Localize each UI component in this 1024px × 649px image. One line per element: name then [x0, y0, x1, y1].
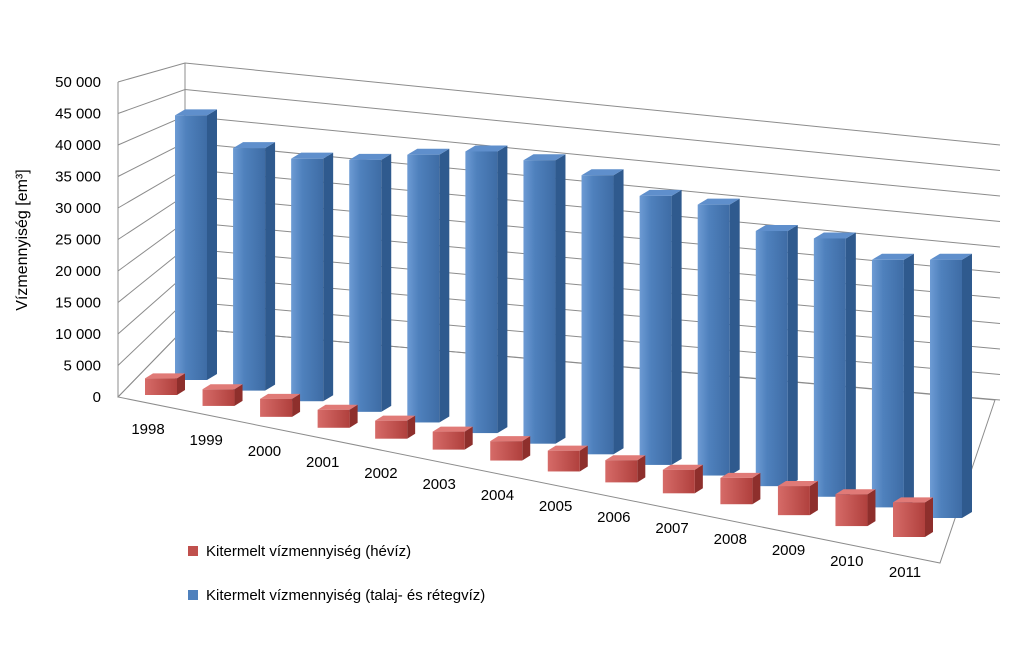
x-tick-label: 2002 [364, 465, 397, 482]
y-tick-label: 0 [93, 389, 101, 406]
x-tick-label: 2007 [655, 520, 688, 537]
bar-Kitermelt-vízmennyiség-(hévíz)-2011 [893, 497, 933, 537]
bar-Kitermelt-vízmennyiség-(talaj--és-rétegvíz)-2001 [349, 153, 392, 412]
x-tick-label: 2000 [248, 443, 281, 460]
y-tick-label: 20 000 [55, 263, 101, 280]
y-tick-label: 25 000 [55, 232, 101, 249]
bar-Kitermelt-vízmennyiség-(hévíz)-1998 [145, 373, 185, 395]
y-axis-title: Vízmennyiség [em³] [14, 169, 31, 310]
x-tick-label: 2001 [306, 454, 339, 471]
bar-Kitermelt-vízmennyiség-(hévíz)-2000 [260, 393, 301, 417]
legend-label-hevíz: Kitermelt vízmennyiség (hévíz) [206, 542, 412, 560]
x-tick-label: 2005 [539, 498, 572, 515]
bar-Kitermelt-vízmennyiség-(talaj--és-rétegvíz)-2008 [755, 225, 798, 487]
bar-Kitermelt-vízmennyiség-(talaj--és-rétegvíz)-2000 [291, 152, 334, 402]
x-axis: 1998 1999 2000 2001 2002 2003 2004 2005 2006 2007… [131, 421, 921, 581]
y-tick-label: 10 000 [55, 326, 101, 343]
y-tick-label: 15 000 [55, 295, 101, 312]
bar-Kitermelt-vízmennyiség-(talaj--és-rétegvíz)-2002 [407, 148, 450, 423]
legend-item-hevíz: Kitermelt vízmennyiség (hévíz) [188, 540, 485, 562]
bar-Kitermelt-vízmennyiség-(hévíz)-2001 [317, 404, 358, 428]
bar-Kitermelt-vízmennyiség-(talaj--és-rétegvíz)-2005 [581, 169, 624, 455]
bar-Kitermelt-vízmennyiség-(hévíz)-2003 [432, 426, 473, 450]
x-tick-label: 2010 [830, 553, 863, 570]
y-axis: 0 5 000 10 000 15 000 20 000 25 000 30 000 35 0… [55, 74, 101, 406]
x-tick-label: 1999 [190, 432, 223, 449]
y-tick-label: 45 000 [55, 106, 101, 123]
bar-Kitermelt-vízmennyiség-(hévíz)-2008 [720, 472, 761, 505]
bar-Kitermelt-vízmennyiség-(hévíz)-2004 [490, 436, 531, 461]
bar-Kitermelt-vízmennyiség-(talaj--és-rétegvíz)-1999 [233, 142, 276, 391]
bar-Kitermelt-vízmennyiség-(talaj--és-rétegvíz)-2011 [930, 253, 972, 518]
bar-Kitermelt-vízmennyiség-(talaj--és-rétegvíz)-2003 [465, 145, 508, 434]
bar-Kitermelt-vízmennyiség-(hévíz)-2006 [605, 455, 646, 483]
bar-Kitermelt-vízmennyiség-(hévíz)-2010 [835, 489, 876, 527]
bar-Kitermelt-vízmennyiség-(talaj--és-rétegvíz)-2004 [523, 154, 566, 444]
legend: Kitermelt vízmennyiség (hévíz) Kitermelt… [188, 540, 485, 628]
x-tick-label: 1998 [131, 421, 164, 438]
bars [145, 109, 972, 537]
legend-swatch-blue [188, 590, 198, 600]
y-tick-label: 35 000 [55, 169, 101, 186]
bar-Kitermelt-vízmennyiség-(hévíz)-1999 [202, 384, 243, 406]
bar-Kitermelt-vízmennyiség-(talaj--és-rétegvíz)-2006 [639, 189, 682, 465]
bar-Kitermelt-vízmennyiség-(hévíz)-2005 [547, 445, 588, 472]
x-tick-label: 2004 [481, 487, 514, 504]
x-tick-label: 2008 [714, 531, 747, 548]
legend-item-talajviz: Kitermelt vízmennyiség (talaj- és rétegv… [188, 584, 485, 606]
y-tick-label: 5 000 [63, 358, 101, 375]
bar-Kitermelt-vízmennyiség-(talaj--és-rétegvíz)-2009 [813, 232, 856, 497]
bar-Kitermelt-vízmennyiség-(hévíz)-2009 [777, 481, 818, 516]
x-tick-label: 2003 [422, 476, 455, 493]
bar-Kitermelt-vízmennyiség-(hévíz)-2007 [662, 464, 703, 494]
x-tick-label: 2009 [772, 542, 805, 559]
gridline [117, 62, 1001, 146]
legend-swatch-red [188, 546, 198, 556]
y-tick-label: 40 000 [55, 137, 101, 154]
bar-Kitermelt-vízmennyiség-(talaj--és-rétegvíz)-1998 [175, 109, 217, 381]
chart-floor [117, 327, 996, 564]
y-tick-label: 50 000 [55, 74, 101, 91]
legend-label-talajviz: Kitermelt vízmennyiség (talaj- és rétegv… [206, 586, 486, 604]
x-tick-label: 2006 [597, 509, 630, 526]
x-tick-label: 2011 [889, 564, 921, 581]
y-tick-label: 30 000 [55, 200, 101, 217]
bar-Kitermelt-vízmennyiség-(hévíz)-2002 [375, 415, 416, 439]
bar-Kitermelt-vízmennyiség-(talaj--és-rétegvíz)-2010 [871, 253, 914, 508]
bar-Kitermelt-vízmennyiség-(talaj--és-rétegvíz)-2007 [697, 198, 740, 476]
